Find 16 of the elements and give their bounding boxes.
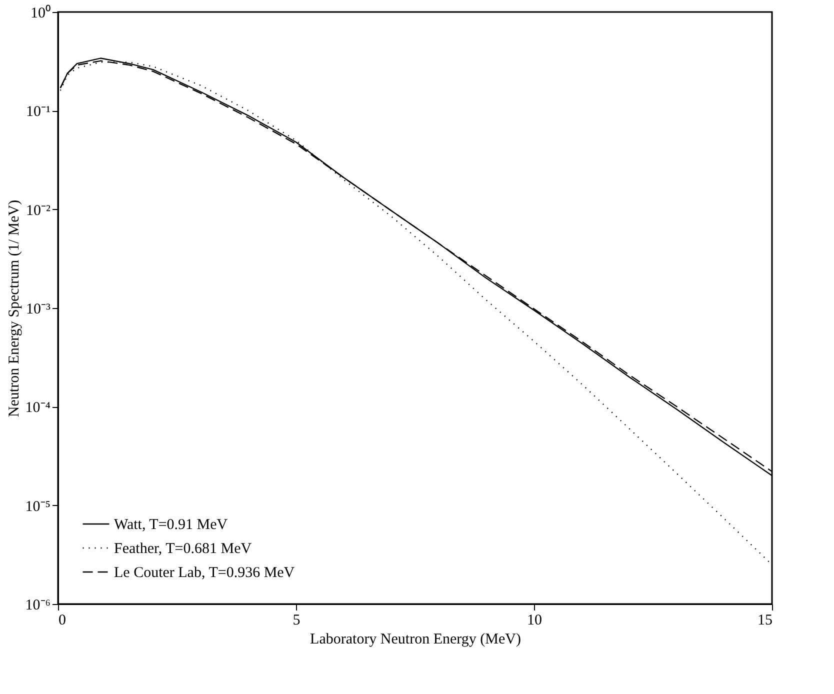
y-tick-label: 10⁻⁵ xyxy=(25,498,50,515)
legend-label: Le Couter Lab, T=0.936 MeV xyxy=(114,565,295,581)
y-tick-label: 10⁻³ xyxy=(26,302,51,318)
y-tick-label: 10⁻⁶ xyxy=(25,598,50,614)
x-tick-label: 10 xyxy=(527,612,542,628)
x-axis-title: Laboratory Neutron Energy (MeV) xyxy=(310,632,521,648)
x-tick-label: 5 xyxy=(292,612,300,628)
legend-label: Feather, T=0.681 MeV xyxy=(114,541,252,557)
y-axis-title: Neutron Energy Spectrum (1/ MeV) xyxy=(6,200,22,418)
y-tick-label: 10⁻⁴ xyxy=(25,400,50,416)
x-tick-label: 15 xyxy=(758,612,772,628)
y-tick-label: 10⁻¹ xyxy=(26,104,50,120)
legend-label: Watt, T=0.91 MeV xyxy=(114,517,228,533)
y-tick-label: 10⁻² xyxy=(26,202,51,219)
x-tick-label: 0 xyxy=(58,612,66,628)
y-tick-label: 10⁰ xyxy=(30,4,50,22)
